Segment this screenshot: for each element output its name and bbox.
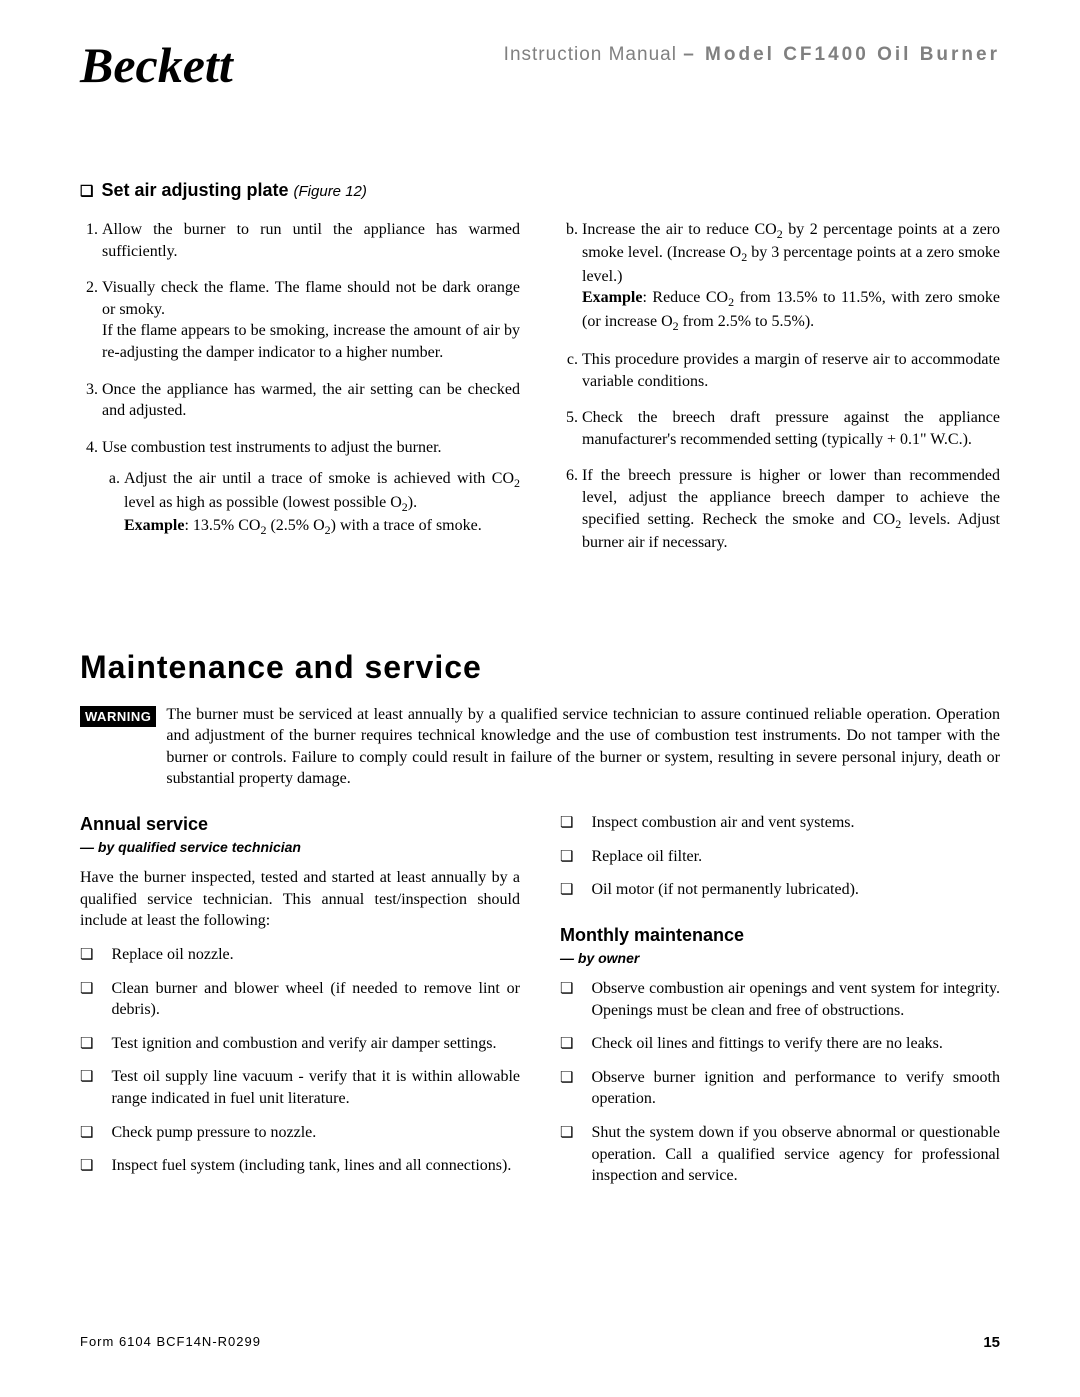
section-heading-air: ❏ Set air adjusting plate (Figure 12) xyxy=(80,180,1000,201)
checklist-item: ❏ Replace oil filter. xyxy=(560,846,1000,868)
item-text: (2.5% O xyxy=(266,517,324,534)
list-item: Check the breech draft pressure against … xyxy=(582,407,1000,450)
item-text: Oil motor (if not permanently lubricated… xyxy=(591,879,1000,901)
checkbox-icon: ❏ xyxy=(560,879,573,900)
item-text: from 2.5% to 5.5%). xyxy=(679,313,815,330)
maintenance-heading: Maintenance and service xyxy=(80,649,1000,686)
item-text: Observe burner ignition and performance … xyxy=(591,1067,1000,1110)
item-text: Check oil lines and fittings to verify t… xyxy=(591,1033,1000,1055)
item-text: : 13.5% CO xyxy=(184,517,260,534)
title-plain: Instruction Manual xyxy=(504,44,684,65)
checklist-item: ❏ Check pump pressure to nozzle. xyxy=(80,1122,520,1144)
checklist-item: ❏ Test ignition and combustion and verify… xyxy=(80,1033,520,1055)
maintenance-columns: Annual service — by qualified service te… xyxy=(80,812,1000,1199)
checkbox-icon: ❏ xyxy=(560,1033,573,1054)
right-column: Increase the air to reduce CO2 by 2 perc… xyxy=(560,219,1000,569)
air-section-columns: Allow the burner to run until the applia… xyxy=(80,219,1000,569)
checkbox-icon: ❏ xyxy=(80,1033,93,1054)
page-footer: Form 6104 BCF14N-R0299 15 xyxy=(80,1334,1000,1351)
list-item: Once the appliance has warmed, the air s… xyxy=(102,379,520,422)
manual-title: Instruction Manual – Model CF1400 Oil Bu… xyxy=(504,44,1000,66)
checkbox-icon: ❏ xyxy=(80,1155,93,1176)
item-text: Test oil supply line vacuum - verify tha… xyxy=(111,1066,520,1109)
checklist-item: ❏ Inspect fuel system (including tank, li… xyxy=(80,1155,520,1177)
numbered-list-cont: Check the breech draft pressure against … xyxy=(560,407,1000,553)
page: Beckett Instruction Manual – Model CF140… xyxy=(0,0,1080,1397)
checkbox-icon: ❏ xyxy=(80,978,93,999)
warning-badge: WARNING xyxy=(80,706,156,728)
checkbox-icon: ❏ xyxy=(560,846,573,867)
checklist-item: ❏ Oil motor (if not permanently lubricate… xyxy=(560,879,1000,901)
item-text: Observe combustion air openings and vent… xyxy=(591,978,1000,1021)
page-header: Beckett Instruction Manual – Model CF140… xyxy=(80,40,1000,90)
item-text: Replace oil nozzle. xyxy=(111,944,520,966)
list-item: Use combustion test instruments to adjus… xyxy=(102,437,520,539)
checkbox-icon: ❏ xyxy=(80,183,93,200)
list-item: If the breech pressure is higher or lowe… xyxy=(582,465,1000,553)
checklist-item: ❏ Inspect combustion air and vent systems… xyxy=(560,812,1000,834)
list-item: Visually check the flame. The flame shou… xyxy=(102,277,520,363)
list-item: Increase the air to reduce CO2 by 2 perc… xyxy=(582,219,1000,334)
warning-text: The burner must be serviced at least ann… xyxy=(166,704,1000,790)
left-column: Allow the burner to run until the applia… xyxy=(80,219,520,569)
checklist-item: ❏ Clean burner and blower wheel (if neede… xyxy=(80,978,520,1021)
form-number: Form 6104 BCF14N-R0299 xyxy=(80,1334,261,1351)
list-item: This procedure provides a margin of rese… xyxy=(582,349,1000,392)
lettered-list-cont: Increase the air to reduce CO2 by 2 perc… xyxy=(560,219,1000,392)
left-column: Annual service — by qualified service te… xyxy=(80,812,520,1199)
list-item: Adjust the air until a trace of smoke is… xyxy=(124,468,520,538)
annual-checklist-right: ❏ Inspect combustion air and vent systems… xyxy=(560,812,1000,901)
annual-intro: Have the burner inspected, tested and st… xyxy=(80,867,520,932)
item-text: Inspect fuel system (including tank, lin… xyxy=(111,1155,520,1177)
item-text: Replace oil filter. xyxy=(591,846,1000,868)
checklist-item: ❏ Check oil lines and fittings to verify … xyxy=(560,1033,1000,1055)
brand-logo: Beckett xyxy=(80,40,233,90)
monthly-subheading: — by owner xyxy=(560,949,1000,968)
monthly-checklist: ❏ Observe combustion air openings and ven… xyxy=(560,978,1000,1187)
item-text: Adjust the air until a trace of smoke is… xyxy=(124,470,514,487)
checklist-item: ❏ Observe burner ignition and performance… xyxy=(560,1067,1000,1110)
checklist-item: ❏ Replace oil nozzle. xyxy=(80,944,520,966)
figure-reference: (Figure 12) xyxy=(294,183,367,200)
item-text: Check pump pressure to nozzle. xyxy=(111,1122,520,1144)
checkbox-icon: ❏ xyxy=(80,1066,93,1087)
heading-text: Set air adjusting plate xyxy=(101,180,288,200)
checklist-item: ❏ Observe combustion air openings and ven… xyxy=(560,978,1000,1021)
numbered-list: Allow the burner to run until the applia… xyxy=(80,219,520,538)
checkbox-icon: ❏ xyxy=(560,1067,573,1088)
annual-checklist-left: ❏ Replace oil nozzle. ❏ Clean burner and b… xyxy=(80,944,520,1177)
checklist-item: ❏ Shut the system down if you observe abn… xyxy=(560,1122,1000,1187)
item-text: ). xyxy=(408,494,417,511)
annual-subheading: — by qualified service technician xyxy=(80,838,520,857)
page-number: 15 xyxy=(983,1334,1000,1351)
item-text: : Reduce CO xyxy=(642,289,728,306)
annual-heading: Annual service xyxy=(80,812,520,836)
title-bold: – Model CF1400 Oil Burner xyxy=(683,44,1000,65)
checkbox-icon: ❏ xyxy=(560,1122,573,1143)
checkbox-icon: ❏ xyxy=(80,944,93,965)
right-column: ❏ Inspect combustion air and vent systems… xyxy=(560,812,1000,1199)
example-label: Example xyxy=(124,517,184,534)
item-text: Increase the air to reduce CO xyxy=(582,221,777,238)
item-text: ) with a trace of smoke. xyxy=(331,517,482,534)
item-text: Test ignition and combustion and verify … xyxy=(111,1033,520,1055)
checkbox-icon: ❏ xyxy=(80,1122,93,1143)
lettered-list: Adjust the air until a trace of smoke is… xyxy=(102,468,520,538)
item-text: If the flame appears to be smoking, incr… xyxy=(102,322,520,361)
checkbox-icon: ❏ xyxy=(560,978,573,999)
checkbox-icon: ❏ xyxy=(560,812,573,833)
item-text: Visually check the flame. The flame shou… xyxy=(102,279,520,318)
item-text: Clean burner and blower wheel (if needed… xyxy=(111,978,520,1021)
item-text: Inspect combustion air and vent systems. xyxy=(591,812,1000,834)
warning-block: WARNING The burner must be serviced at l… xyxy=(80,704,1000,790)
monthly-heading: Monthly maintenance xyxy=(560,923,1000,947)
item-text: Shut the system down if you observe abno… xyxy=(591,1122,1000,1187)
subscript: 2 xyxy=(514,477,520,491)
list-item: Allow the burner to run until the applia… xyxy=(102,219,520,262)
example-label: Example xyxy=(582,289,642,306)
item-text: level as high as possible (lowest possib… xyxy=(124,494,402,511)
checklist-item: ❏ Test oil supply line vacuum - verify th… xyxy=(80,1066,520,1109)
item-text: Use combustion test instruments to adjus… xyxy=(102,439,442,456)
